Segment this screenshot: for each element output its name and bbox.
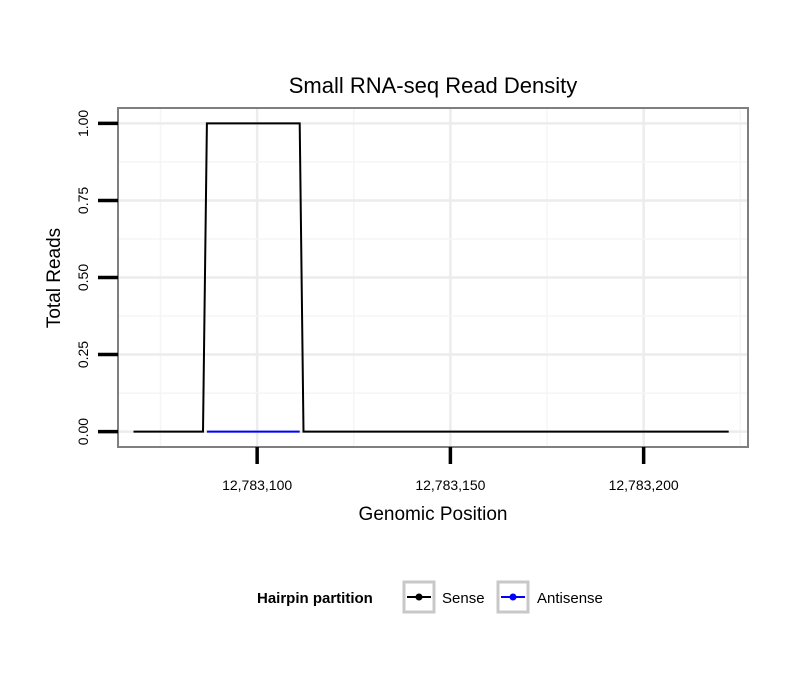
y-tick-label: 1.00: [75, 110, 91, 137]
x-axis-title: Genomic Position: [359, 504, 508, 525]
x-tick-label: 12,783,200: [609, 477, 679, 493]
legend-item-sense: Sense: [402, 580, 485, 614]
y-tick-label: 0.50: [75, 264, 91, 291]
legend: Hairpin partition Sense Antisense: [257, 580, 603, 614]
legend-item-antisense: Antisense: [496, 580, 603, 614]
legend-point-antisense: [509, 593, 517, 601]
legend-label-sense: Sense: [442, 590, 485, 607]
y-axis: 0.00 0.25 0.50 0.75 1.00: [75, 110, 118, 445]
chart-title: Small RNA-seq Read Density: [289, 73, 578, 98]
y-tick-label: 0.25: [75, 341, 91, 368]
legend-point-sense: [415, 593, 423, 601]
series-line-sense: [133, 122, 729, 433]
x-tick-label: 12,783,100: [222, 477, 292, 493]
x-tick-label: 12,783,150: [415, 477, 485, 493]
y-tick-label: 0.00: [75, 418, 91, 445]
series-layer: [133, 122, 729, 433]
y-tick-label: 0.75: [75, 187, 91, 214]
y-axis-title: Total Reads: [44, 228, 65, 328]
x-axis: 12,783,100 12,783,150 12,783,200: [222, 447, 679, 493]
legend-label-antisense: Antisense: [537, 590, 603, 607]
legend-title: Hairpin partition: [257, 590, 373, 607]
plot-area: [117, 107, 749, 448]
